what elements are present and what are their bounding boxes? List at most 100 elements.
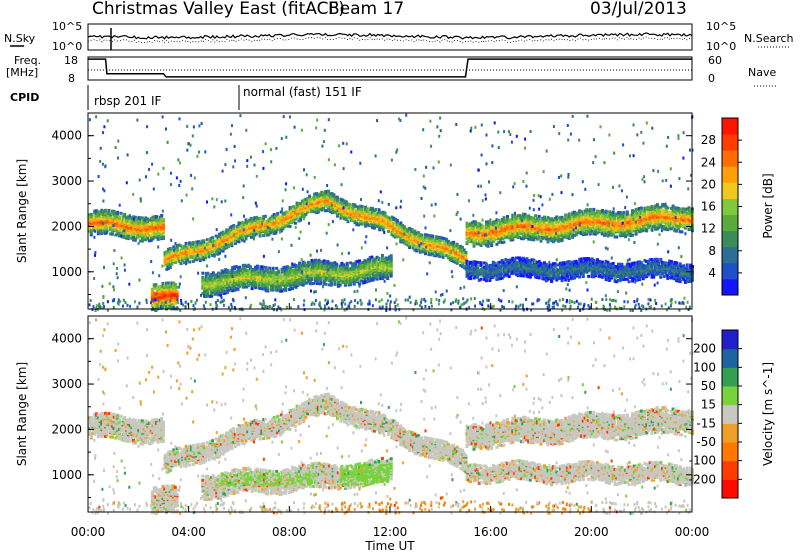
power-cell: [275, 266, 279, 270]
power-cell: [128, 215, 132, 219]
power-cell: [112, 212, 116, 216]
power-cell: [105, 211, 109, 215]
power-cell: [174, 256, 178, 260]
power-cell: [151, 221, 155, 225]
power-cell: [235, 227, 239, 231]
power-cell: [102, 212, 106, 216]
power-cell: [135, 230, 139, 234]
power-cell: [464, 251, 468, 254]
power-cell: [212, 239, 216, 243]
power-cell: [184, 244, 188, 248]
power-cell: [98, 210, 102, 214]
power-cell: [114, 223, 118, 227]
power-cell: [103, 231, 107, 235]
power-cell: [212, 253, 216, 257]
power-cell: [117, 231, 121, 235]
power-cell: [253, 232, 257, 236]
power-cell: [263, 229, 267, 233]
power-cell: [91, 219, 95, 223]
power-cell: [202, 258, 206, 262]
power-cell: [251, 235, 255, 239]
power-cell: [195, 243, 199, 247]
nsearch-tick-top: 10^5: [706, 20, 736, 33]
power-cell: [151, 237, 155, 241]
power-cell: [189, 245, 193, 249]
power-cell: [191, 260, 195, 263]
power-cell: [338, 283, 342, 287]
power-cell: [119, 211, 123, 215]
freq-unit: [MHz]: [6, 66, 38, 79]
power-cell: [103, 226, 107, 230]
power-cell: [221, 249, 225, 253]
power-cell: [142, 235, 146, 239]
power-cell: [249, 216, 253, 220]
power-cell: [266, 288, 270, 292]
power-cell: [228, 230, 232, 234]
power-cell: [123, 231, 127, 235]
power-cell: [452, 240, 456, 244]
power-cell: [588, 207, 592, 211]
plot-title: Christmas Valley East (fitACF): [92, 0, 345, 19]
power-cell: [168, 252, 172, 256]
power-cell: [165, 267, 169, 271]
power-cell: [205, 242, 209, 246]
power-cell: [265, 229, 269, 233]
power-cell: [253, 216, 257, 220]
power-cell: [244, 218, 248, 222]
power-cell: [278, 285, 282, 289]
power-cell: [139, 239, 143, 243]
power-cell: [112, 215, 116, 219]
power-cell: [103, 208, 107, 212]
power-cell: [110, 212, 114, 216]
power-cell: [680, 230, 684, 234]
power-cell: [153, 215, 157, 219]
power-cell: [219, 239, 223, 243]
power-cell: [235, 224, 239, 228]
power-cell: [544, 218, 548, 222]
power-cell: [189, 254, 193, 258]
power-cell: [158, 215, 162, 219]
power-cell: [137, 233, 141, 237]
power-cell: [96, 232, 100, 236]
power-cell: [182, 245, 186, 248]
power-cell: [179, 248, 183, 252]
power-cell: [611, 210, 615, 214]
power-cell: [105, 225, 109, 229]
power-cell: [277, 269, 280, 273]
power-cell: [114, 211, 118, 215]
power-cell: [116, 210, 120, 214]
power-cell: [139, 225, 143, 229]
power-cell: [234, 235, 237, 239]
power-cell: [114, 228, 118, 231]
power-cell: [249, 229, 253, 233]
power-cell: [154, 215, 158, 218]
power-cell: [360, 205, 364, 208]
power-cell: [235, 239, 239, 243]
power-cell: [666, 206, 670, 210]
power-cell: [272, 230, 276, 234]
power-cell: [299, 218, 303, 222]
power-cell: [276, 211, 280, 215]
power-cell: [639, 206, 643, 210]
power-cell: [137, 221, 141, 225]
power-cell: [154, 219, 158, 223]
power-cell: [130, 233, 134, 237]
power-cell: [201, 271, 205, 275]
power-cell: [139, 216, 143, 220]
power-cell: [123, 236, 127, 239]
cpid-mode-2: normal (fast) 151 IF: [243, 85, 362, 99]
power-cell: [544, 221, 548, 225]
power-cell: [160, 233, 164, 237]
power-cell: [248, 222, 252, 226]
power-cell: [655, 203, 659, 207]
power-cell: [167, 254, 170, 258]
power-cell: [162, 217, 165, 221]
power-cell: [110, 232, 114, 236]
power-cell: [137, 216, 141, 220]
power-cell: [395, 219, 399, 222]
power-cell: [276, 228, 280, 232]
power-cell: [251, 217, 255, 221]
power-cell: [263, 220, 267, 224]
power-cell: [158, 232, 162, 236]
